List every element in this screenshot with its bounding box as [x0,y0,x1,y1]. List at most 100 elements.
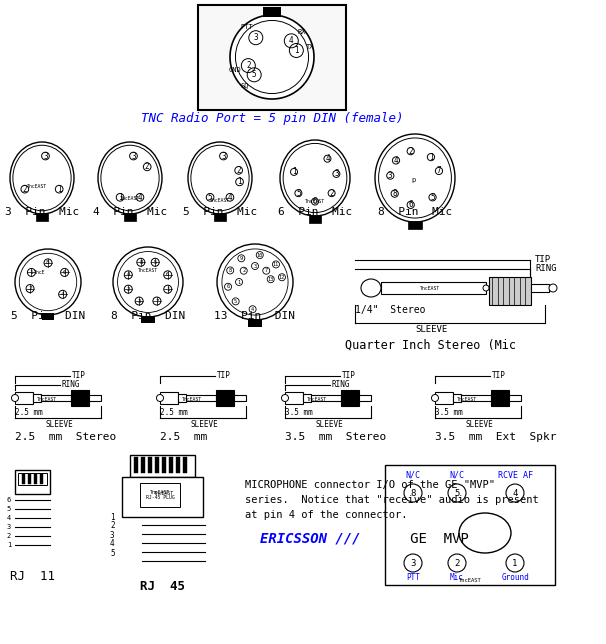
Ellipse shape [375,134,455,222]
Text: 3.5 mm: 3.5 mm [435,408,463,417]
Bar [285,392,303,404]
Text: 3.5  mm  Stereo: 3.5 mm Stereo [285,432,386,442]
Text: TncEAST: TncEAST [27,184,47,189]
Text: PTT: PTT [241,24,253,30]
Ellipse shape [98,142,162,214]
Bar [359,395,371,401]
Circle shape [113,247,183,317]
Bar [176,457,180,473]
Text: TIP: TIP [535,254,551,263]
Bar [381,282,486,294]
Text: 2: 2 [110,522,115,531]
Text: 5  Pin  Mic: 5 Pin Mic [183,207,257,217]
Text: 7: 7 [437,166,441,175]
Bar [461,395,491,401]
Text: 2: 2 [454,558,460,567]
Text: 2.5  mm  Stereo: 2.5 mm Stereo [15,432,116,442]
Text: 2: 2 [236,166,241,175]
Text: TncEAST: TncEAST [210,198,230,202]
Bar [71,390,89,406]
Text: Mic: Mic [450,573,464,582]
Text: at pin 4 of the connector.: at pin 4 of the connector. [245,510,407,520]
Bar [216,390,234,406]
Bar [531,284,549,292]
Text: TncEAST: TncEAST [459,578,481,583]
Text: 3.5  mm  Ext  Spkr: 3.5 mm Ext Spkr [435,432,556,442]
Text: 4: 4 [251,307,254,312]
Text: 2: 2 [408,147,413,156]
Text: series.  Notice that "receive" audio is present: series. Notice that "receive" audio is p… [245,495,539,505]
Circle shape [431,395,439,401]
Text: 4: 4 [394,156,398,165]
Bar [248,319,262,327]
Text: 4: 4 [228,193,232,202]
Bar [489,277,531,305]
Text: SQ: SQ [240,82,248,88]
Bar [198,5,346,110]
Text: 4: 4 [61,292,64,297]
Bar [140,483,180,507]
Text: 4: 4 [110,540,115,549]
Bar [509,395,521,401]
Text: TIP: TIP [72,370,86,379]
Text: GND: GND [229,68,242,73]
Text: 1: 1 [7,542,11,548]
Bar [186,395,216,401]
Text: 8: 8 [392,189,397,198]
Bar [18,473,47,485]
Text: 5: 5 [208,193,212,202]
Text: TncEAST: TncEAST [154,491,174,495]
Bar [22,474,25,484]
Circle shape [230,15,314,99]
Text: PTT: PTT [406,573,420,582]
Text: 6: 6 [408,200,413,209]
Text: 5: 5 [252,70,256,79]
Text: 6: 6 [313,197,318,206]
Circle shape [156,395,164,401]
Bar [33,394,41,402]
Circle shape [236,21,308,93]
Text: 2.5 mm: 2.5 mm [15,408,43,417]
Text: Ground: Ground [501,573,529,582]
Bar [169,457,173,473]
Bar [15,470,50,494]
Bar [309,215,321,223]
Text: 3: 3 [131,151,136,160]
Text: 3: 3 [110,531,115,540]
Bar [263,7,281,17]
Text: TIP: TIP [492,370,506,379]
Text: 2: 2 [246,61,251,70]
Text: N/C: N/C [405,471,421,480]
Text: 8: 8 [410,489,416,498]
Text: SLEEVE: SLEEVE [45,420,73,429]
Text: 4  Pin  Mic: 4 Pin Mic [93,207,167,217]
Text: 1/4"  Stereo: 1/4" Stereo [355,305,425,315]
Text: 5: 5 [430,193,435,202]
Text: 3: 3 [334,169,339,178]
Text: 1: 1 [30,270,33,275]
Text: 4: 4 [289,36,294,45]
Text: MICROPHONE connector I/O of the GE "MVP": MICROPHONE connector I/O of the GE "MVP" [245,480,495,490]
Bar [385,465,555,585]
Text: 6: 6 [7,497,11,503]
Text: TX: TX [305,44,314,50]
Text: 6: 6 [227,284,230,289]
Bar [34,474,37,484]
Text: 4: 4 [138,193,142,202]
Text: RING: RING [535,263,556,272]
Text: 13: 13 [268,277,274,281]
Text: TIP: TIP [217,370,231,379]
Text: 5: 5 [7,506,11,512]
Bar [178,394,186,402]
Bar [303,394,311,402]
Bar [36,213,48,221]
Bar [141,316,155,323]
Circle shape [282,395,288,401]
Bar [215,213,225,221]
Bar [148,457,152,473]
Text: TncEAST: TncEAST [307,397,327,401]
Circle shape [549,284,557,292]
Bar [311,395,341,401]
Bar [28,474,31,484]
Circle shape [483,285,489,291]
